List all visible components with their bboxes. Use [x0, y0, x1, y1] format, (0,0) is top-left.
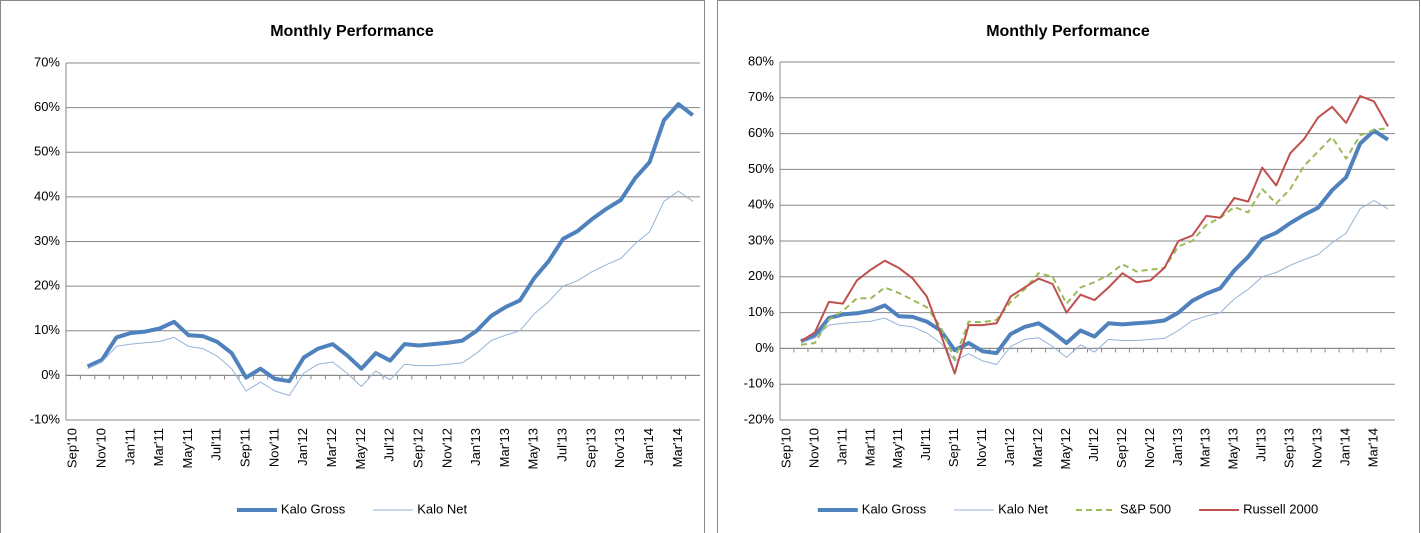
y-tick-label: 50%	[34, 144, 60, 159]
x-tick-label: Jul'12	[382, 428, 397, 462]
x-tick-label: Jan'14	[1338, 428, 1353, 466]
y-tick-label: 10%	[748, 304, 774, 319]
x-tick-label: May'11	[180, 428, 195, 469]
x-tick-label: Nov'11	[974, 428, 989, 467]
x-tick-label: Mar'12	[324, 428, 339, 467]
x-tick-label: Nov'10	[93, 428, 108, 468]
x-tick-label: Jul'11	[209, 428, 224, 461]
x-tick-label: Jul'13	[1254, 428, 1269, 462]
y-tick-label: 0%	[755, 340, 774, 355]
x-tick-label: Sep'12	[1114, 428, 1129, 468]
x-tick-label: Mar'14	[1365, 428, 1380, 467]
y-tick-label: 20%	[748, 268, 774, 283]
x-tick-label: Sep'10	[65, 428, 80, 468]
y-tick-label: 40%	[748, 197, 774, 212]
x-tick-label: Mar'12	[1030, 428, 1045, 467]
series-line	[800, 95, 1389, 375]
panel	[0, 0, 705, 533]
y-tick-label: 20%	[34, 278, 60, 293]
legend-label: Kalo Gross	[862, 501, 927, 516]
x-tick-label: Jan'14	[641, 428, 656, 466]
y-tick-label: 30%	[34, 233, 60, 248]
x-tick-label: May'11	[890, 428, 905, 469]
y-tick-label: -10%	[744, 376, 775, 391]
y-tick-label: -20%	[744, 411, 775, 426]
x-tick-label: Sep'12	[410, 428, 425, 468]
x-tick-label: Sep'13	[1282, 428, 1297, 468]
y-tick-label: 10%	[34, 322, 60, 337]
x-tick-label: Mar'11	[862, 428, 877, 466]
x-tick-label: Jan'13	[1170, 428, 1185, 466]
legend-label: Kalo Net	[417, 501, 467, 516]
y-tick-label: 30%	[748, 232, 774, 247]
chart-title: Monthly Performance	[986, 23, 1150, 40]
y-tick-label: 60%	[748, 125, 774, 140]
y-tick-label: 40%	[34, 188, 60, 203]
x-tick-label: Nov'12	[1142, 428, 1157, 468]
x-tick-label: Sep'10	[778, 428, 793, 468]
series-line	[800, 127, 1389, 361]
x-tick-label: Jul'12	[1086, 428, 1101, 462]
legend-label: Kalo Net	[998, 501, 1048, 516]
x-tick-label: May'13	[1226, 428, 1241, 470]
x-tick-label: Mar'11	[151, 428, 166, 466]
x-tick-label: Nov'11	[266, 428, 281, 467]
x-tick-label: Jul'11	[918, 428, 933, 461]
series-line	[87, 190, 694, 396]
x-tick-label: Jan'12	[295, 428, 310, 466]
y-tick-label: 0%	[41, 367, 60, 382]
y-tick-label: 70%	[34, 54, 60, 69]
x-tick-label: Mar'13	[497, 428, 512, 467]
y-tick-label: -10%	[30, 411, 61, 426]
x-tick-label: Nov'10	[806, 428, 821, 468]
legend-label: S&P 500	[1120, 501, 1171, 516]
x-tick-label: Jan'11	[834, 428, 849, 465]
x-tick-label: Jul'13	[555, 428, 570, 462]
x-tick-label: May'12	[1058, 428, 1073, 470]
x-tick-label: Nov'13	[1310, 428, 1325, 468]
x-tick-label: Mar'14	[670, 428, 685, 467]
series-line	[86, 102, 695, 384]
x-tick-label: Jan'11	[122, 428, 137, 465]
y-tick-label: 50%	[748, 161, 774, 176]
x-tick-label: Nov'13	[612, 428, 627, 468]
series-line	[800, 200, 1389, 365]
x-tick-label: May'12	[353, 428, 368, 470]
chart-title: Monthly Performance	[270, 23, 434, 40]
x-tick-label: Sep'11	[238, 428, 253, 467]
y-tick-label: 80%	[748, 53, 774, 68]
series-line	[800, 128, 1390, 356]
panel	[717, 0, 1420, 533]
x-tick-label: Sep'11	[946, 428, 961, 467]
x-tick-label: Jan'12	[1002, 428, 1017, 466]
x-tick-label: Nov'12	[439, 428, 454, 468]
x-tick-label: Jan'13	[468, 428, 483, 466]
legend-label: Kalo Gross	[281, 501, 346, 516]
x-tick-label: Mar'13	[1198, 428, 1213, 467]
x-tick-label: Sep'13	[583, 428, 598, 468]
y-tick-label: 70%	[748, 89, 774, 104]
legend-label: Russell 2000	[1243, 501, 1318, 516]
x-tick-label: May'13	[526, 428, 541, 470]
y-tick-label: 60%	[34, 99, 60, 114]
